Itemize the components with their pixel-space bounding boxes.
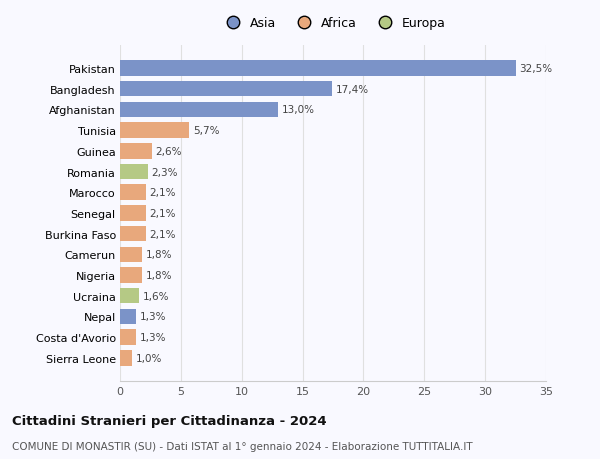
Bar (120, 226, 146, 242)
Bar (120, 309, 136, 325)
Bar (120, 206, 146, 221)
Text: 1,0%: 1,0% (136, 353, 162, 363)
Text: 2,1%: 2,1% (149, 229, 176, 239)
Text: COMUNE DI MONASTIR (SU) - Dati ISTAT al 1° gennaio 2024 - Elaborazione TUTTITALI: COMUNE DI MONASTIR (SU) - Dati ISTAT al … (12, 441, 473, 451)
Text: 2,6%: 2,6% (155, 146, 182, 157)
Bar (120, 123, 190, 139)
Bar (120, 350, 132, 366)
Text: 13,0%: 13,0% (282, 105, 315, 115)
Text: 2,1%: 2,1% (149, 208, 176, 218)
Bar (120, 330, 136, 345)
Bar (120, 82, 332, 97)
Bar (120, 144, 152, 159)
Text: 32,5%: 32,5% (519, 64, 553, 74)
Legend: Asia, Africa, Europa: Asia, Africa, Europa (215, 12, 451, 35)
Text: 2,1%: 2,1% (149, 188, 176, 198)
Text: Cittadini Stranieri per Cittadinanza - 2024: Cittadini Stranieri per Cittadinanza - 2… (12, 414, 326, 428)
Text: 2,3%: 2,3% (152, 167, 178, 177)
Text: 1,6%: 1,6% (143, 291, 170, 301)
Text: 1,8%: 1,8% (146, 270, 172, 280)
Bar (120, 61, 515, 77)
Bar (120, 164, 148, 180)
Text: 17,4%: 17,4% (335, 84, 368, 95)
Text: 1,3%: 1,3% (139, 332, 166, 342)
Text: 1,8%: 1,8% (146, 250, 172, 260)
Text: 5,7%: 5,7% (193, 126, 220, 136)
Bar (120, 185, 146, 201)
Text: 1,3%: 1,3% (139, 312, 166, 322)
Bar (120, 268, 142, 283)
Bar (120, 247, 142, 263)
Bar (120, 288, 139, 304)
Bar (120, 102, 278, 118)
